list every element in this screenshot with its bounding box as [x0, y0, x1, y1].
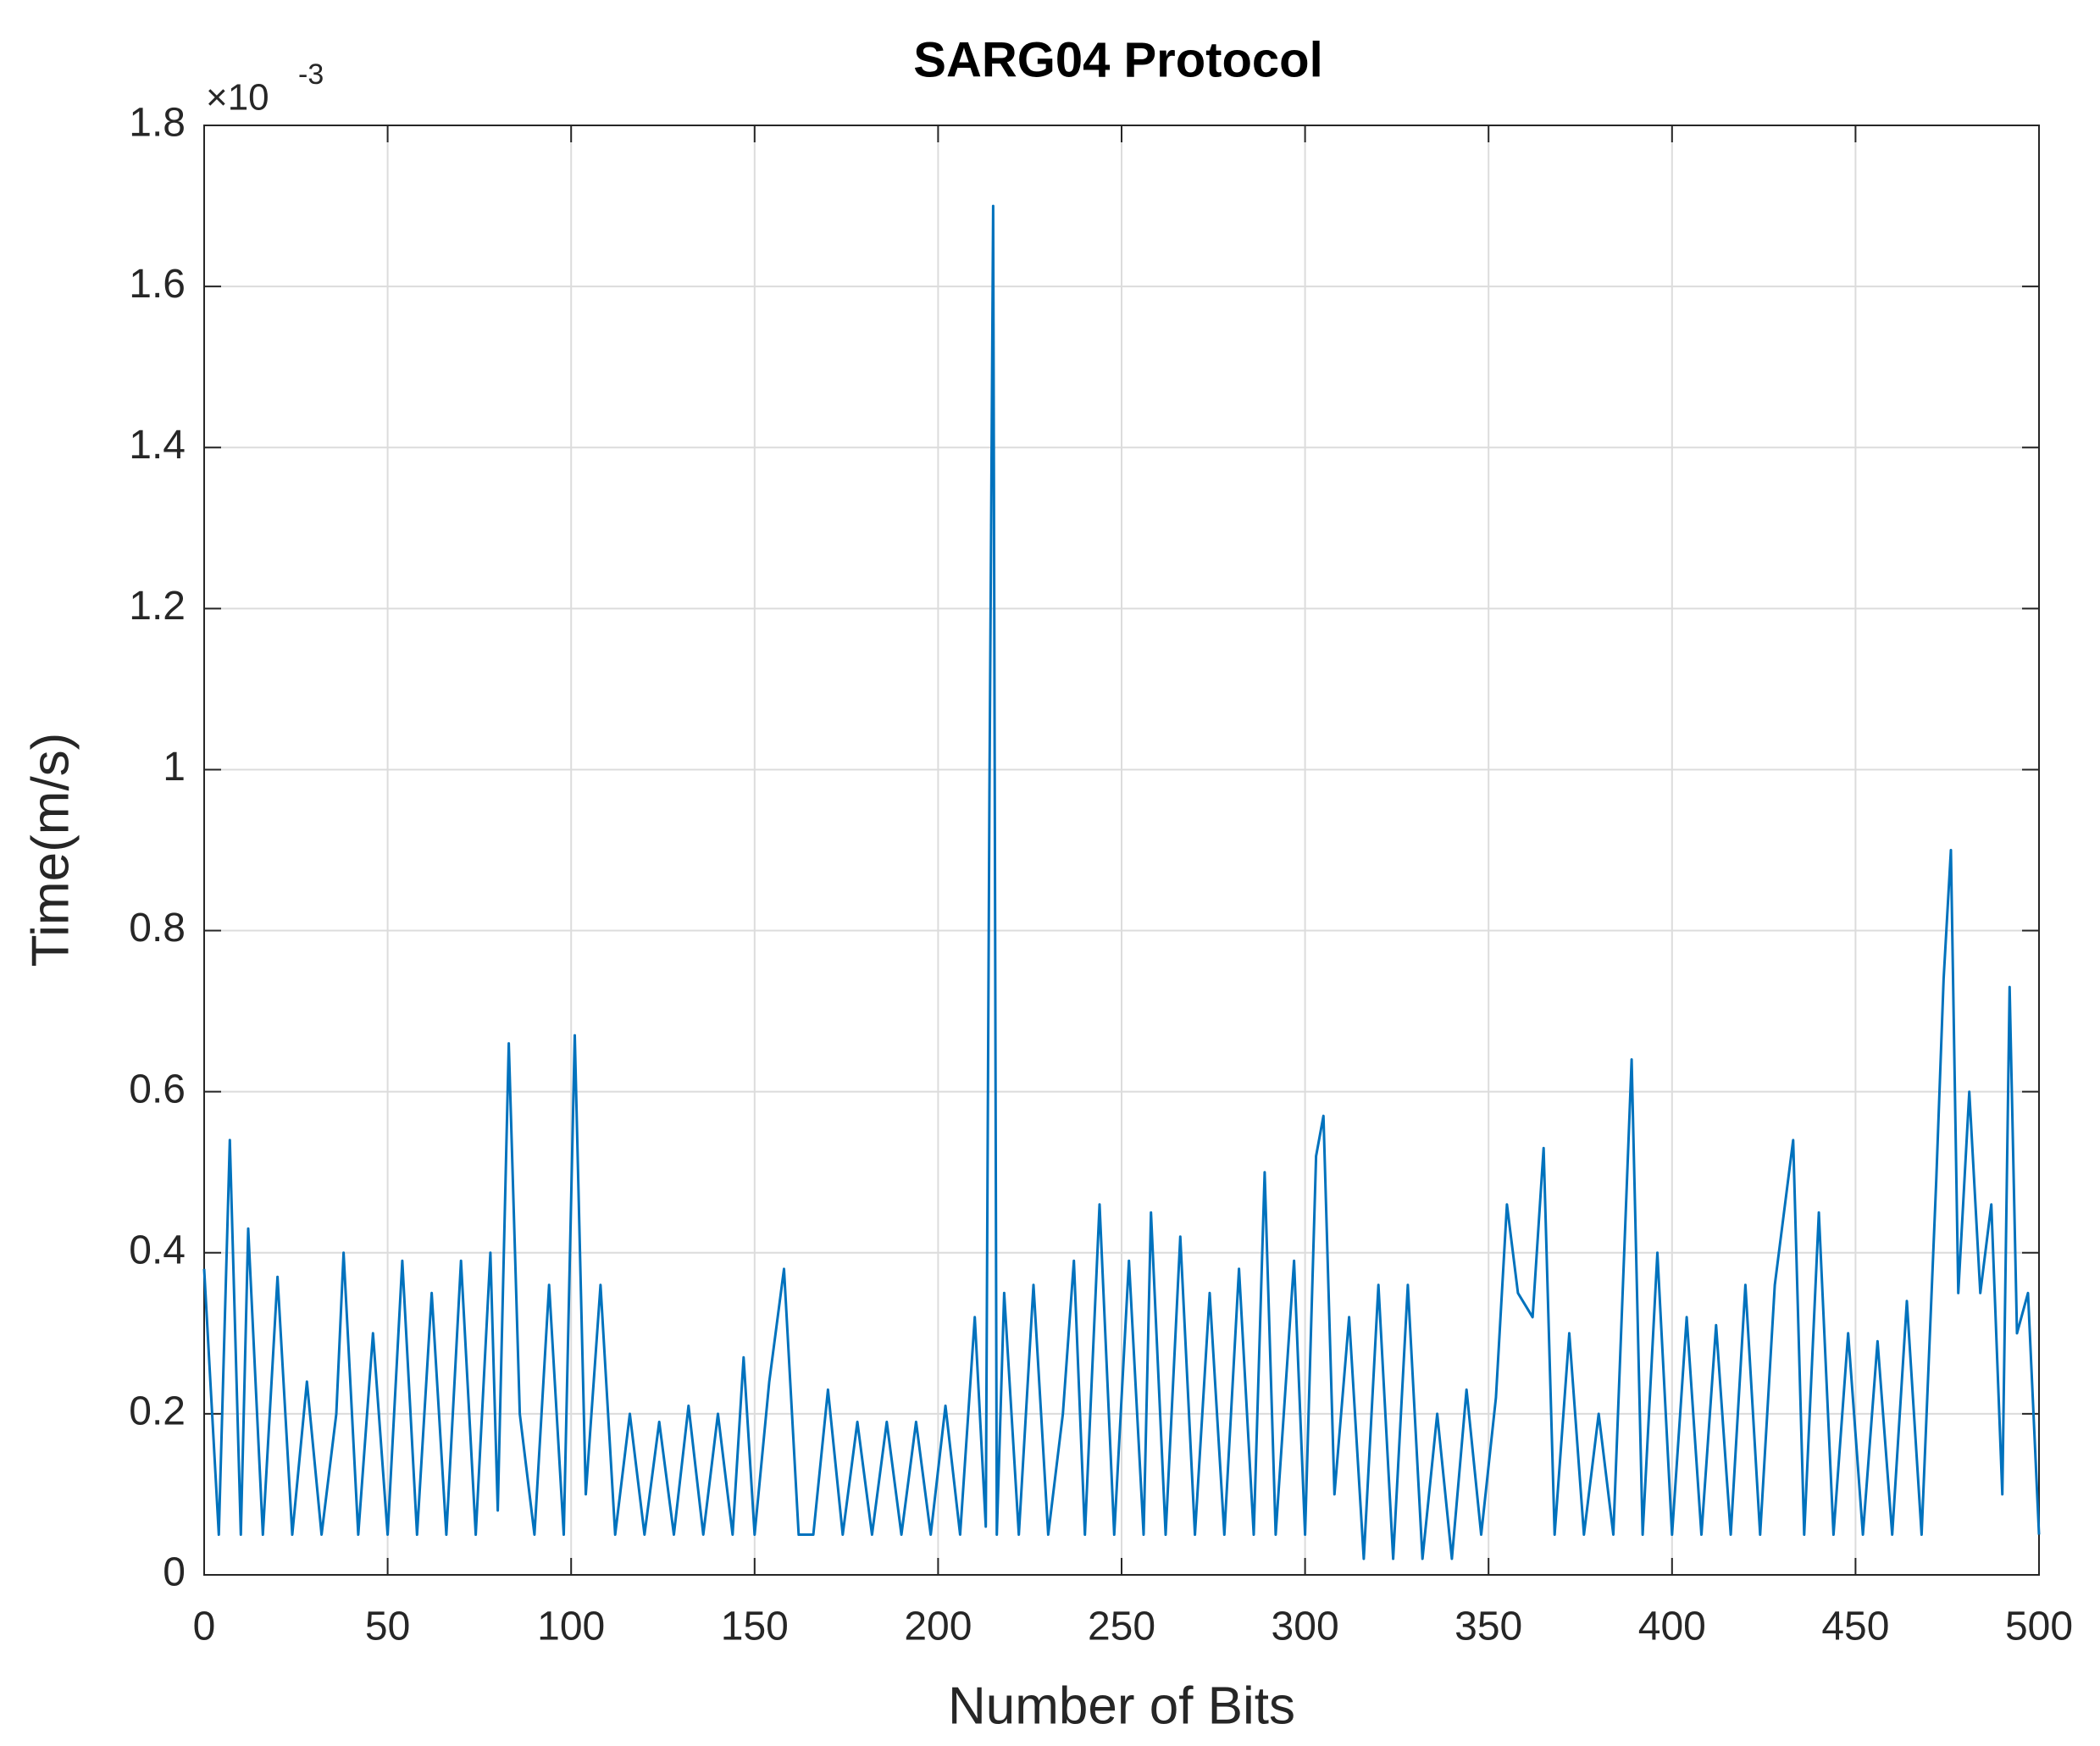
x-tick-label: 150 [721, 1605, 789, 1649]
y-tick-label: 0.4 [129, 1228, 186, 1272]
x-tick-label: 250 [1088, 1605, 1155, 1649]
y-tick-label: 1.2 [129, 584, 186, 629]
y-multiplier-exponent: -3 [298, 58, 324, 91]
y-tick-label: 0 [163, 1550, 186, 1595]
x-tick-label: 50 [365, 1605, 410, 1649]
y-tick-label: 1.6 [129, 262, 186, 307]
y-tick-label: 1.8 [129, 101, 186, 146]
axes-box [203, 125, 2040, 1576]
y-tick-label: 0.6 [129, 1067, 186, 1111]
y-axis-label: Time(m/s) [21, 733, 80, 967]
y-tick-label: 0.2 [129, 1389, 186, 1434]
y-tick-label: 1.4 [129, 423, 186, 468]
x-tick-label: 200 [904, 1605, 972, 1649]
y-tick-label: 0.8 [129, 906, 186, 951]
x-tick-label: 300 [1272, 1605, 1339, 1649]
chart-title: SARG04 Protocol [913, 32, 1322, 87]
x-tick-label: 350 [1454, 1605, 1522, 1649]
x-tick-label: 450 [1821, 1605, 1889, 1649]
x-tick-label: 500 [2005, 1605, 2073, 1649]
data-line [202, 204, 2041, 1560]
x-tick-label: 0 [193, 1605, 216, 1649]
x-tick-label: 400 [1638, 1605, 1706, 1649]
x-tick-label: 100 [537, 1605, 605, 1649]
y-multiplier: ×10 [206, 77, 269, 119]
x-axis-label: Number of Bits [948, 1677, 1295, 1735]
y-tick-label: 1 [163, 745, 186, 790]
